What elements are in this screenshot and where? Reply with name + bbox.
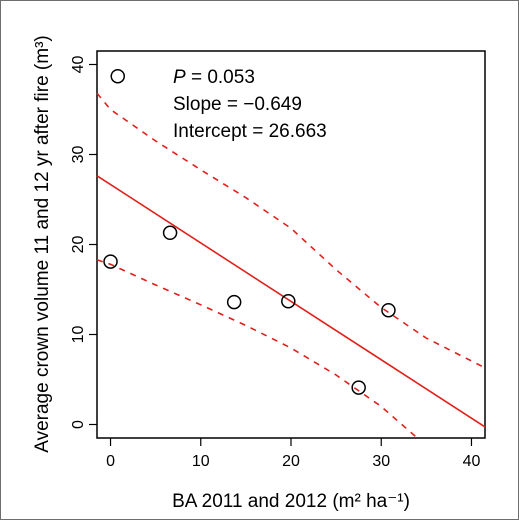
x-tick-label-20: 20 [282, 453, 300, 470]
ci-upper-line [96, 92, 486, 369]
x-axis-title: BA 2011 and 2012 (m² ha⁻¹) [172, 491, 410, 512]
data-points [103, 68, 396, 395]
fit-line [96, 175, 486, 428]
annotation-2: Slope = −0.649 [173, 94, 302, 115]
annotation-1: P = 0.053 [173, 67, 255, 88]
data-point-6 [351, 380, 366, 395]
x-tick-label-40: 40 [463, 453, 481, 470]
ci-lower-line [96, 259, 418, 439]
data-point-3 [162, 225, 178, 241]
confidence-band [96, 92, 486, 439]
x-tick-label-10: 10 [192, 453, 210, 470]
y-axis: 0 10 20 30 40 [70, 56, 97, 429]
x-tick-label-0: 0 [106, 453, 115, 470]
annotation-3: Intercept = 26.663 [173, 121, 327, 142]
y-tick-label-20: 20 [70, 236, 87, 254]
x-tick-label-30: 30 [372, 453, 390, 470]
x-axis: 0 10 20 30 40 [106, 438, 480, 470]
data-point-4 [226, 294, 242, 310]
y-tick-label-40: 40 [70, 56, 87, 74]
data-point-2 [103, 254, 118, 269]
y-tick-label-0: 0 [70, 420, 87, 429]
y-axis-title: Average crown volume 11 and 12 yr after … [32, 35, 53, 452]
regression-line [96, 175, 486, 428]
y-tick-label-30: 30 [70, 146, 87, 164]
stats-annotations: P = 0.053 Slope = −0.649 Intercept = 26.66… [173, 67, 327, 142]
data-point-5 [281, 293, 296, 309]
data-point-7 [381, 302, 396, 318]
y-tick-label-10: 10 [70, 326, 87, 344]
data-point-1 [110, 68, 126, 84]
